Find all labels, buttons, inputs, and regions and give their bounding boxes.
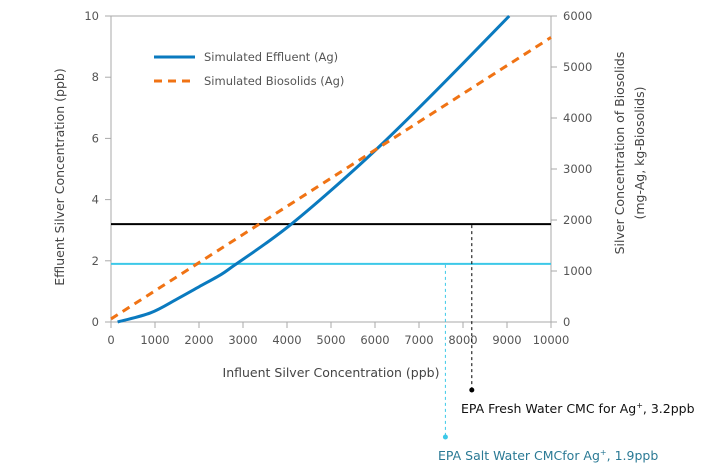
y-axis-label: Effluent Silver Concentration (ppb) (52, 68, 67, 285)
y2-tick-label: 2000 (563, 213, 592, 227)
y-tick-label: 10 (84, 9, 99, 23)
annotation-marker (469, 387, 475, 393)
annotation-label: EPA Fresh Water CMC for Ag+, 3.2ppb (461, 401, 695, 416)
x-tick-label: 0 (107, 333, 114, 347)
x-tick-label: 10000 (533, 333, 570, 347)
y-tick-label: 6 (92, 131, 99, 145)
x-tick-label: 3000 (228, 333, 257, 347)
y-tick-label: 4 (92, 193, 99, 207)
y-tick-label: 2 (92, 254, 99, 268)
x-tick-label: 8000 (448, 333, 477, 347)
legend-label: Simulated Biosolids (Ag) (204, 74, 344, 88)
y2-tick-label: 1000 (563, 264, 592, 278)
x-tick-label: 6000 (360, 333, 389, 347)
x-tick-label: 9000 (492, 333, 521, 347)
legend: Simulated Effluent (Ag) Simulated Biosoli… (154, 50, 344, 88)
y2-tick-label: 3000 (563, 162, 592, 176)
x-tick-label: 7000 (404, 333, 433, 347)
annotation-marker (442, 434, 448, 440)
x-tick-label: 1000 (140, 333, 169, 347)
y-tick-label: 0 (92, 315, 99, 329)
series-line-effluent (117, 14, 511, 324)
x-tick-label: 2000 (184, 333, 213, 347)
x-tick-label: 4000 (272, 333, 301, 347)
y2-tick-label: 0 (563, 315, 570, 329)
x-tick-label: 5000 (316, 333, 345, 347)
y2-axis-label-line1: Silver Concentration of Biosolids (612, 52, 627, 255)
y2-tick-label: 5000 (563, 60, 592, 74)
legend-label: Simulated Effluent (Ag) (204, 50, 338, 64)
x-axis-label: Influent Silver Concentration (ppb) (223, 365, 440, 380)
series-line-biosolids (110, 36, 552, 321)
y2-tick-label: 6000 (563, 9, 592, 23)
annotation-label: EPA Salt Water CMCfor Ag+, 1.9ppb (438, 448, 658, 463)
y-tick-label: 8 (92, 70, 99, 84)
y2-tick-label: 4000 (563, 111, 592, 125)
y2-axis-label-line2: (mg-Ag, kg-Biosolids) (632, 86, 647, 219)
